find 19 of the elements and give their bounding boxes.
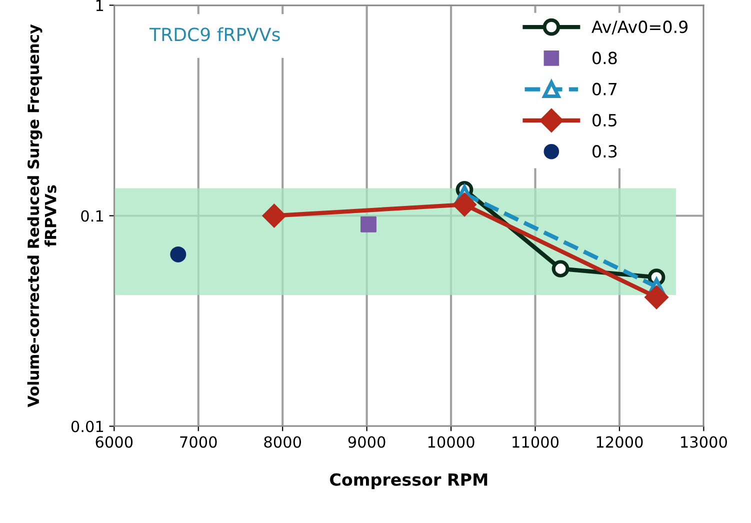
legend-label: 0.7 <box>592 82 617 96</box>
y-tick-label: 0.01 <box>71 420 104 432</box>
legend-label: 0.3 <box>592 145 617 158</box>
y-tick-label: 0.1 <box>81 210 104 222</box>
annotation: TRDC9 fRPVVs <box>149 27 280 42</box>
legend-label: Av/Av0=0.9 <box>592 20 688 34</box>
x-tick-label: 13000 <box>681 436 727 448</box>
x-tick-label: 12000 <box>596 436 643 448</box>
x-tick-label: 8000 <box>264 436 302 448</box>
x-tick-label: 6000 <box>96 436 133 448</box>
legend-label: 0.5 <box>592 114 616 127</box>
x-tick-label: 7000 <box>180 436 217 448</box>
x-axis-title: Compressor RPM <box>330 473 488 490</box>
x-tick-label: 10000 <box>428 436 474 448</box>
x-tick-label: 11000 <box>512 436 559 448</box>
y-axis-title: Volume-corrected Reduced Surge Frequency fRPVVs <box>27 24 56 408</box>
legend-label: 0.8 <box>592 52 617 64</box>
y-tick-label: 1 <box>96 0 104 12</box>
x-tick-label: 9000 <box>348 436 386 448</box>
